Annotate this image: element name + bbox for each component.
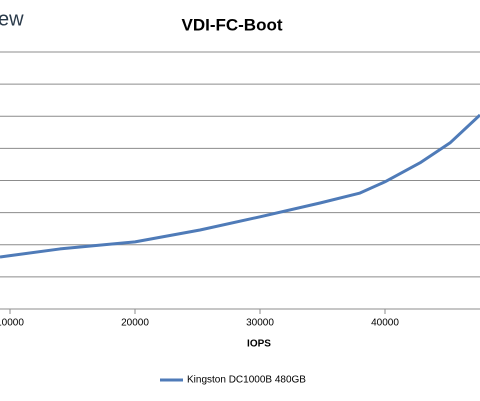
watermark: ew xyxy=(0,8,24,30)
line-series xyxy=(0,113,480,259)
x-tick-label: 40000 xyxy=(371,318,399,329)
x-tick-label: 30000 xyxy=(246,318,274,329)
chart-title: VDI-FC-Boot xyxy=(181,15,282,34)
x-axis-label: IOPS xyxy=(247,339,271,350)
legend-label: Kingston DC1000B 480GB xyxy=(187,375,306,386)
x-tick-label: 10000 xyxy=(0,318,24,329)
x-tick-label: 20000 xyxy=(121,318,149,329)
